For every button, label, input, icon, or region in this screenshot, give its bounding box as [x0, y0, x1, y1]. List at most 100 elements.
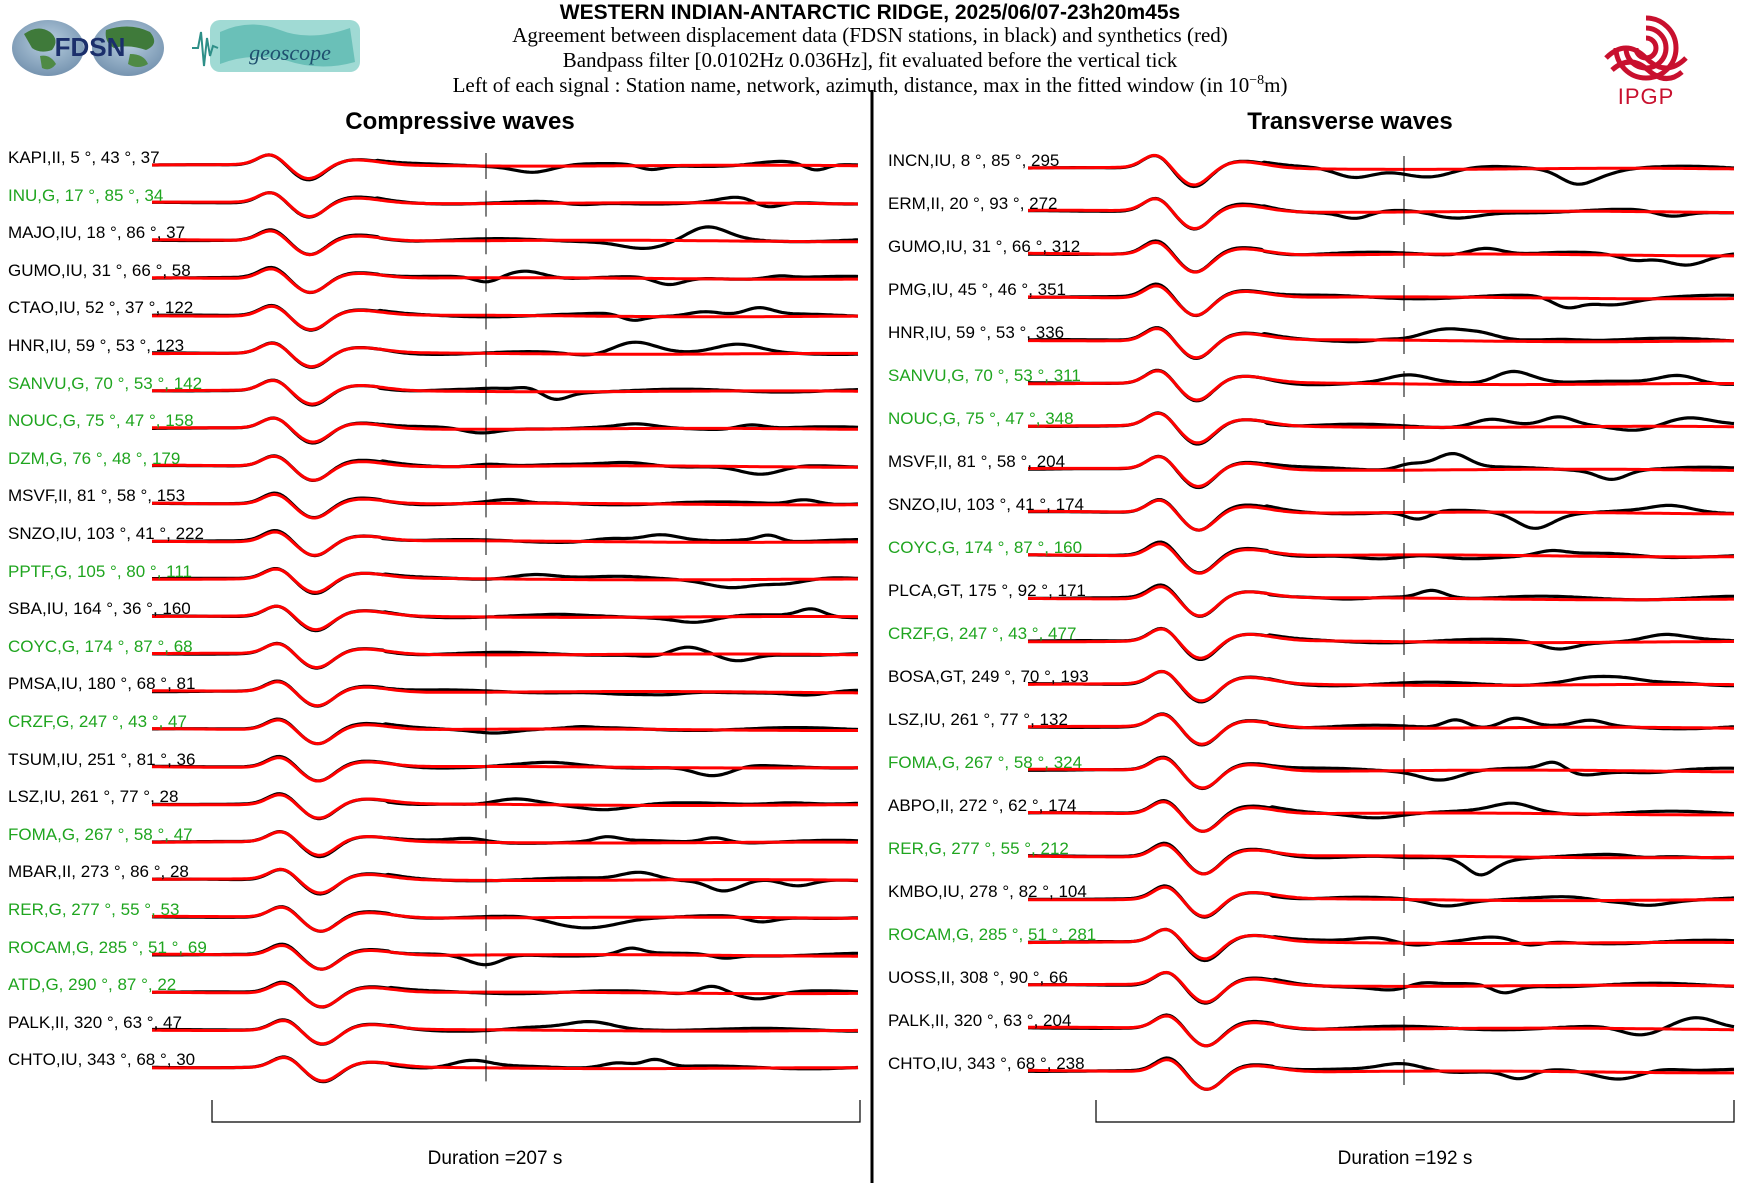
station-label: GUMO,IU, 31 °, 66 °, 312 [888, 237, 1081, 256]
station-label: NOUC,G, 75 °, 47 °, 158 [8, 411, 194, 431]
transverse-synthetic-trace [1028, 585, 1734, 618]
station-label: CRZF,G, 247 °, 43 °, 47 [8, 712, 187, 731]
station-label: INU,G, 17 °, 85 °, 34 [8, 185, 164, 205]
transverse-synthetic-trace [1028, 928, 1734, 961]
station-label: TSUM,IU, 251 °, 81 °, 36 [8, 749, 196, 769]
transverse-data-trace [1028, 669, 1734, 704]
station-label: PMG,IU, 45 °, 46 °, 351 [888, 280, 1067, 299]
compressive-synthetic-trace [152, 1056, 858, 1083]
transverse-data-trace [1028, 971, 1735, 1005]
transverse-data-trace [1028, 368, 1734, 403]
station-label: CRZF,G, 247 °, 43 °, 477 [888, 624, 1077, 643]
transverse-data-trace [1028, 196, 1734, 231]
subtitle-line-3-exponent: −8 [1249, 73, 1265, 88]
transverse-synthetic-trace [1028, 369, 1734, 402]
compressive-data-trace [151, 454, 858, 482]
station-label: SNZO,IU, 103 °, 41 °, 174 [888, 495, 1084, 514]
compressive-synthetic-trace [152, 191, 858, 219]
station-label: SNZO,IU, 103 °, 41 °, 222 [8, 524, 204, 543]
compressive-synthetic-trace [152, 492, 858, 520]
transverse-synthetic-trace [1028, 670, 1734, 703]
subtitle-line-3-prefix: Left of each signal : Station name, netw… [452, 73, 1250, 97]
station-label: LSZ,IU, 261 °, 77 °, 132 [888, 710, 1068, 729]
station-label: SANVU,G, 70 °, 53 °, 142 [8, 373, 203, 393]
station-label: PALK,II, 320 °, 63 °, 204 [888, 1011, 1072, 1030]
station-label: PALK,II, 320 °, 63 °, 47 [8, 1012, 182, 1032]
compressive-synthetic-trace [152, 604, 859, 632]
station-label: PPTF,G, 105 °, 80 °, 111 [8, 561, 193, 581]
station-label: FOMA,G, 267 °, 58 °, 324 [888, 753, 1083, 772]
transverse-synthetic-trace [1028, 843, 1734, 876]
compressive-synthetic-trace [152, 267, 858, 294]
geoscope-logo-text: geoscope [249, 40, 331, 65]
compressive-synthetic-trace [152, 718, 858, 746]
transverse-synthetic-trace [1028, 498, 1734, 532]
compressive-synthetic-trace [152, 530, 858, 557]
station-label: INCN,IU, 8 °, 85 °, 295 [888, 151, 1060, 170]
station-label: GUMO,IU, 31 °, 66 °, 58 [8, 260, 191, 280]
compressive-synthetic-trace [152, 981, 858, 1009]
transverse-data-trace [1028, 498, 1735, 532]
station-label: PMSA,IU, 180 °, 68 °, 81 [8, 674, 196, 694]
compressive-panel-title: Compressive waves [345, 108, 575, 135]
compressive-synthetic-trace [152, 454, 858, 482]
compressive-synthetic-trace [152, 867, 858, 895]
transverse-duration-bracket [1095, 1100, 1735, 1123]
compressive-synthetic-trace [152, 1019, 858, 1046]
transverse-synthetic-trace [1028, 756, 1734, 790]
station-label: SANVU,G, 70 °, 53 °, 311 [888, 366, 1081, 385]
compressive-synthetic-trace [152, 944, 858, 971]
compressive-duration-label: Duration =207 s [427, 1148, 563, 1169]
transverse-synthetic-trace [1028, 241, 1734, 274]
compressive-synthetic-trace [151, 905, 859, 933]
transverse-synthetic-trace [1028, 455, 1734, 488]
transverse-synthetic-trace [1028, 713, 1734, 746]
transverse-synthetic-trace [1028, 970, 1734, 1004]
station-label: COYC,G, 174 °, 87 °, 160 [888, 538, 1083, 557]
fdsn-logo: FDSN [10, 14, 170, 78]
compressive-synthetic-trace [152, 379, 858, 406]
compressive-synthetic-trace [152, 793, 858, 820]
station-label: BOSA,GT, 249 °, 70 °, 193 [888, 667, 1089, 686]
transverse-synthetic-trace [1028, 153, 1734, 187]
station-label: ABPO,II, 272 °, 62 °, 174 [888, 796, 1077, 815]
compressive-synthetic-trace [151, 830, 858, 857]
compressive-synthetic-trace [152, 642, 859, 669]
transverse-data-trace [1027, 927, 1735, 963]
station-label: MSVF,II, 81 °, 58 °, 204 [888, 452, 1066, 471]
transverse-synthetic-trace [1028, 284, 1734, 317]
transverse-data-trace [1028, 154, 1735, 189]
station-label: ERM,II, 20 °, 93 °, 272 [888, 194, 1058, 213]
station-label: KAPI,II, 5 °, 43 °, 37 [8, 148, 160, 167]
station-label: CTAO,IU, 52 °, 37 °, 122 [8, 298, 194, 318]
transverse-synthetic-trace [1028, 542, 1734, 575]
compressive-synthetic-trace [152, 341, 858, 369]
transverse-traces [1027, 153, 1735, 1091]
compressive-synthetic-trace [152, 229, 858, 257]
station-label: PLCA,GT, 175 °, 92 °, 171 [888, 581, 1086, 600]
geoscope-logo: geoscope [190, 12, 370, 82]
station-label: CHTO,IU, 343 °, 68 °, 30 [8, 1050, 196, 1070]
transverse-synthetic-trace [1028, 800, 1734, 833]
station-label: MBAR,II, 273 °, 86 °, 28 [8, 862, 189, 882]
station-label: HNR,IU, 59 °, 53 °, 123 [8, 336, 185, 355]
transverse-synthetic-trace [1028, 197, 1734, 230]
transverse-data-trace [1028, 755, 1735, 791]
transverse-duration-label: Duration =192 s [1337, 1148, 1473, 1169]
station-label: ROCAM,G, 285 °, 51 °, 69 [8, 937, 207, 957]
station-label: ATD,G, 290 °, 87 °, 22 [8, 975, 177, 995]
station-label: ROCAM,G, 285 °, 51 °, 281 [888, 925, 1097, 944]
transverse-synthetic-trace [1028, 1058, 1734, 1091]
subtitle-line-1: Agreement between displacement data (FDS… [512, 23, 1228, 47]
compressive-synthetic-trace [152, 756, 859, 783]
station-label: RER,G, 277 °, 55 °, 212 [888, 839, 1069, 858]
compressive-synthetic-trace [152, 416, 858, 444]
station-label: UOSS,II, 308 °, 90 °, 66 [888, 968, 1068, 987]
station-label: MSVF,II, 81 °, 58 °, 153 [8, 486, 186, 506]
station-label: DZM,G, 76 °, 48 °, 179 [8, 448, 181, 468]
station-label: KMBO,IU, 278 °, 82 °, 104 [888, 882, 1087, 901]
transverse-synthetic-trace [1027, 627, 1734, 660]
transverse-panel-title: Transverse waves [1247, 108, 1453, 135]
station-label: RER,G, 277 °, 55 °, 53 [8, 900, 180, 919]
